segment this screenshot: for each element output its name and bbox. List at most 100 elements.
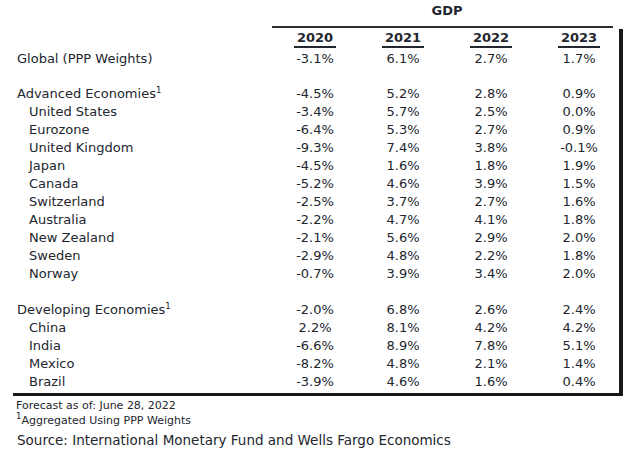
row-label: New Zealand	[0, 229, 271, 247]
row-label: China	[0, 319, 271, 337]
table-row: Brazil-3.9%4.6%1.6%0.4%	[0, 373, 624, 391]
table-row: Japan-4.5%1.6%1.8%1.9%	[0, 157, 624, 175]
row-label: Sweden	[0, 247, 271, 265]
value-cell: -4.5%	[271, 157, 359, 175]
value-cell: 2.7%	[447, 193, 535, 211]
year-column-header: 2020	[271, 30, 359, 48]
row-label: Norway	[0, 265, 271, 283]
value-cell: 4.2%	[535, 319, 623, 337]
value-cell: -8.2%	[271, 355, 359, 373]
value-cell: 4.7%	[359, 211, 447, 229]
group-header-rule	[272, 26, 613, 28]
value-cell: 1.6%	[535, 193, 623, 211]
row-label: India	[0, 337, 271, 355]
value-cell: -2.5%	[271, 193, 359, 211]
section-gap	[0, 68, 624, 85]
table-row: Developing Economies1-2.0%6.8%2.6%2.4%	[0, 301, 624, 319]
source-line: Source: International Monetary Fund and …	[17, 432, 451, 449]
forecast-table-page: GDP 2020 2021 2022 2023 Global (PPP Weights…	[0, 0, 624, 458]
table-body: Global (PPP Weights)-3.1%6.1%2.7%1.7% Adv…	[0, 50, 624, 391]
table-row: Mexico-8.2%4.8%2.1%1.4%	[0, 355, 624, 373]
value-cell: 7.8%	[447, 337, 535, 355]
year-header-row: 2020 2021 2022 2023	[271, 30, 623, 48]
value-cell: 5.7%	[359, 103, 447, 121]
value-cell: -9.3%	[271, 139, 359, 157]
value-cell: -2.2%	[271, 211, 359, 229]
value-cell: 5.1%	[535, 337, 623, 355]
table-row: Global (PPP Weights)-3.1%6.1%2.7%1.7%	[0, 50, 624, 68]
value-cell: 2.7%	[447, 121, 535, 139]
value-cell: -6.4%	[271, 121, 359, 139]
row-label: Developing Economies1	[0, 301, 271, 319]
value-cell: 1.8%	[535, 247, 623, 265]
table-row: Switzerland-2.5%3.7%2.7%1.6%	[0, 193, 624, 211]
value-cell: 1.7%	[535, 50, 623, 68]
value-cell: 2.2%	[447, 247, 535, 265]
year-label: 2020	[294, 30, 336, 48]
value-cell: 3.7%	[359, 193, 447, 211]
value-cell: 7.4%	[359, 139, 447, 157]
value-cell: 4.2%	[447, 319, 535, 337]
value-cell: 4.8%	[359, 355, 447, 373]
year-label: 2021	[382, 30, 424, 48]
value-cell: 4.1%	[447, 211, 535, 229]
value-cell: 4.6%	[359, 175, 447, 193]
value-cell: 1.4%	[535, 355, 623, 373]
aggregation-footnote-text: Aggregated Using PPP Weights	[21, 414, 191, 427]
value-cell: 1.6%	[359, 157, 447, 175]
row-label-superscript: 1	[156, 85, 161, 95]
row-label: Mexico	[0, 355, 271, 373]
forecast-note: Forecast as of: June 28, 2022	[16, 399, 176, 412]
year-column-header: 2022	[447, 30, 535, 48]
value-cell: 5.6%	[359, 229, 447, 247]
row-label: Advanced Economies1	[0, 85, 271, 103]
table-row: United Kingdom-9.3%7.4%3.8%-0.1%	[0, 139, 624, 157]
value-cell: 2.9%	[447, 229, 535, 247]
value-cell: 8.1%	[359, 319, 447, 337]
value-cell: 2.4%	[535, 301, 623, 319]
table-row: New Zealand-2.1%5.6%2.9%2.0%	[0, 229, 624, 247]
row-label: Brazil	[0, 373, 271, 391]
table-row: Eurozone-6.4%5.3%2.7%0.9%	[0, 121, 624, 139]
value-cell: 2.7%	[447, 50, 535, 68]
value-cell: 6.8%	[359, 301, 447, 319]
value-cell: -3.4%	[271, 103, 359, 121]
year-column-header: 2021	[359, 30, 447, 48]
forecast-note-text: Forecast as of: June 28, 2022	[16, 399, 176, 412]
section-gap	[0, 283, 624, 301]
table-row: Australia-2.2%4.7%4.1%1.8%	[0, 211, 624, 229]
table-row: United States-3.4%5.7%2.5%0.0%	[0, 103, 624, 121]
value-cell: -3.1%	[271, 50, 359, 68]
year-label: 2023	[558, 30, 600, 48]
value-cell: 2.0%	[535, 229, 623, 247]
value-cell: -2.1%	[271, 229, 359, 247]
row-label: Global (PPP Weights)	[0, 50, 271, 68]
row-label: Australia	[0, 211, 271, 229]
value-cell: 1.5%	[535, 175, 623, 193]
row-label: Eurozone	[0, 121, 271, 139]
row-label-superscript: 1	[165, 301, 170, 311]
table-row: Norway-0.7%3.9%3.4%2.0%	[0, 265, 624, 283]
value-cell: 3.9%	[359, 265, 447, 283]
year-column-header: 2023	[535, 30, 623, 48]
row-label: United Kingdom	[0, 139, 271, 157]
value-cell: 2.5%	[447, 103, 535, 121]
value-cell: 0.9%	[535, 121, 623, 139]
value-cell: 1.6%	[447, 373, 535, 391]
value-cell: -3.9%	[271, 373, 359, 391]
value-cell: -5.2%	[271, 175, 359, 193]
table-group-header: GDP	[271, 3, 623, 18]
row-label: Canada	[0, 175, 271, 193]
value-cell: 2.8%	[447, 85, 535, 103]
value-cell: -4.5%	[271, 85, 359, 103]
value-cell: 1.8%	[535, 211, 623, 229]
value-cell: -6.6%	[271, 337, 359, 355]
table-row: Advanced Economies1-4.5%5.2%2.8%0.9%	[0, 85, 624, 103]
table-bottom-rule	[13, 393, 623, 396]
value-cell: 8.9%	[359, 337, 447, 355]
value-cell: 3.9%	[447, 175, 535, 193]
value-cell: -2.0%	[271, 301, 359, 319]
value-cell: 2.6%	[447, 301, 535, 319]
value-cell: 0.9%	[535, 85, 623, 103]
value-cell: 5.3%	[359, 121, 447, 139]
